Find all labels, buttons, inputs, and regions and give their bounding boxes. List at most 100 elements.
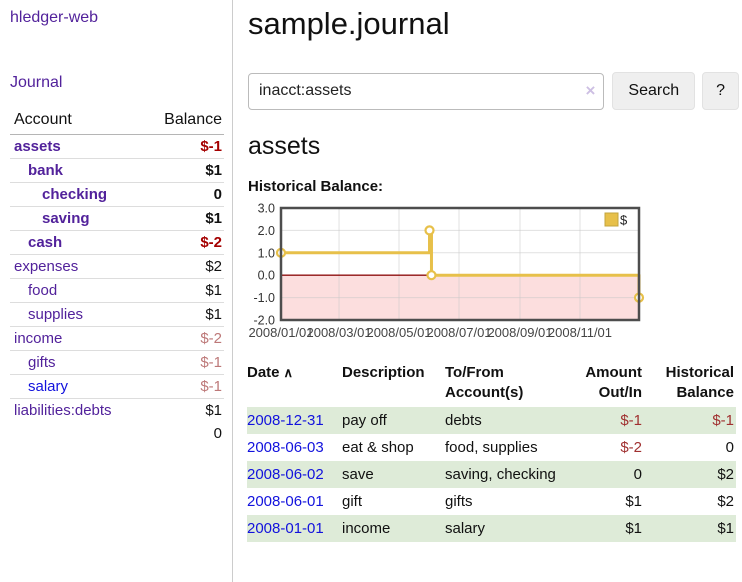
- transaction-description: pay off: [342, 407, 445, 434]
- account-row: liabilities:debts $1: [10, 398, 224, 422]
- account-row: gifts $-1: [10, 350, 224, 375]
- register-table: Date ∧ Description To/From Account(s) Amo…: [247, 361, 736, 542]
- register-row: 2008-06-02 save saving, checking 0 $2: [247, 461, 736, 488]
- account-link-liabilities-debts[interactable]: liabilities:debts: [14, 402, 112, 419]
- transaction-accounts: gifts: [445, 493, 473, 510]
- account-link-assets[interactable]: assets: [14, 138, 61, 155]
- transaction-description: eat & shop: [342, 439, 414, 456]
- account-row: bank $1: [10, 158, 224, 183]
- account-balance: $-1: [141, 350, 224, 375]
- account-row: checking 0: [10, 182, 224, 207]
- legend-swatch: [604, 212, 619, 227]
- transaction-amount: $1: [571, 515, 644, 542]
- account-link-saving[interactable]: saving: [42, 210, 90, 227]
- accounts-header-account: Account: [10, 108, 142, 135]
- transaction-accounts: debts: [445, 407, 571, 434]
- transaction-date-link[interactable]: 2008-06-02: [247, 466, 324, 483]
- sort-asc-icon: ∧: [283, 365, 294, 380]
- account-balance: $1: [141, 206, 224, 231]
- account-balance: $1: [141, 398, 224, 422]
- accounts-total-value: 0: [213, 425, 222, 442]
- account-row: expenses $2: [10, 254, 224, 279]
- account-row: food $1: [10, 278, 224, 303]
- account-balance: $1: [141, 302, 224, 327]
- register-row: 2008-06-03 eat & shop food, supplies $-2 0: [247, 434, 736, 461]
- register-row: 2008-06-01 gift gifts $1 $2: [247, 488, 736, 515]
- account-link-supplies[interactable]: supplies: [28, 306, 84, 323]
- transaction-accounts: salary: [445, 515, 571, 542]
- account-balance: $-2: [141, 326, 224, 351]
- account-link-income[interactable]: income: [14, 330, 63, 347]
- transaction-date-link[interactable]: 2008-06-03: [247, 439, 324, 456]
- transaction-accounts: food, supplies: [445, 439, 538, 456]
- account-balance: $1: [141, 158, 224, 183]
- clear-search-icon[interactable]: ×: [585, 80, 596, 100]
- transaction-amount: 0: [571, 461, 644, 488]
- account-link-bank[interactable]: bank: [28, 162, 64, 179]
- transaction-amount: $1: [625, 493, 642, 510]
- register-header-accounts: To/From Account(s): [445, 364, 524, 401]
- register-header-amount: Amount Out/In: [585, 364, 642, 401]
- transaction-balance: $2: [644, 461, 736, 488]
- sidebar: hledger-web Journal Account Balance asse…: [0, 0, 233, 582]
- account-link-food[interactable]: food: [28, 282, 58, 299]
- transaction-balance: $1: [644, 515, 736, 542]
- y-tick-label: -2.0: [253, 314, 275, 328]
- legend-label: $: [620, 213, 628, 228]
- transaction-balance: $-1: [644, 407, 736, 434]
- x-tick-label: 2008/01/01: [248, 325, 313, 340]
- account-row: assets $-1: [10, 135, 224, 159]
- transaction-date-link[interactable]: 2008-01-01: [247, 520, 324, 537]
- account-row: income $-2: [10, 326, 224, 351]
- data-point-marker: [426, 270, 437, 281]
- historical-balance-chart[interactable]: 3.0 2.0 1.0 0.0 -1.0 -2.02008/01/012008/03/01…: [247, 201, 707, 347]
- transaction-date-link[interactable]: 2008-12-31: [247, 412, 324, 429]
- accounts-table: Account Balance assets $-1 bank $1 checking 0…: [10, 108, 224, 445]
- transaction-amount: $-2: [620, 439, 642, 456]
- accounts-total-row: 0: [10, 422, 224, 445]
- x-tick-label: 2008/07/01: [426, 325, 491, 340]
- register-header-description: Description: [342, 364, 425, 381]
- account-link-cash[interactable]: cash: [28, 234, 63, 251]
- account-balance: $-1: [141, 374, 224, 399]
- transaction-date-link[interactable]: 2008-06-01: [247, 493, 324, 510]
- accounts-header-balance: Balance: [141, 108, 224, 135]
- account-link-expenses[interactable]: expenses: [14, 258, 79, 275]
- account-row: salary $-1: [10, 374, 224, 399]
- account-link-checking[interactable]: checking: [42, 186, 108, 203]
- transaction-description: gift: [342, 493, 363, 510]
- search-button[interactable]: Search: [612, 72, 696, 110]
- y-tick-label: -1.0: [253, 291, 275, 305]
- chart-label: Historical Balance:: [248, 178, 384, 195]
- register-row: 2008-01-01 income salary $1 $1: [247, 515, 736, 542]
- transaction-balance: $2: [717, 493, 734, 510]
- search-form: × Search ?: [248, 72, 739, 110]
- transaction-balance: 0: [725, 439, 734, 456]
- account-balance: $-1: [200, 138, 222, 155]
- x-tick-label: 2008/05/01: [366, 325, 431, 340]
- x-tick-label: 2008/09/01: [487, 325, 552, 340]
- account-link-gifts[interactable]: gifts: [28, 354, 56, 371]
- y-tick-label: 0.0: [258, 269, 275, 283]
- main-content: sample.journal × Search ? assets Histori…: [247, 0, 739, 542]
- page-title: sample.journal: [248, 6, 450, 41]
- account-balance: $2: [141, 254, 224, 279]
- y-tick-label: 1.0: [258, 246, 275, 260]
- account-link-salary[interactable]: salary: [28, 378, 69, 395]
- transaction-accounts: saving, checking: [445, 461, 571, 488]
- account-balance: 0: [141, 182, 224, 207]
- transaction-description: save: [342, 461, 445, 488]
- y-tick-label: 2.0: [258, 224, 275, 238]
- help-button[interactable]: ?: [702, 72, 739, 110]
- register-header-date[interactable]: Date ∧: [247, 364, 294, 381]
- transaction-amount: $-1: [571, 407, 644, 434]
- account-row: saving $1: [10, 206, 224, 231]
- plot-border: [279, 206, 641, 322]
- brand-link[interactable]: hledger-web: [10, 9, 99, 26]
- journal-link[interactable]: Journal: [10, 74, 63, 91]
- account-row: cash $-2: [10, 230, 224, 255]
- search-input[interactable]: [248, 72, 605, 110]
- account-heading: assets: [248, 132, 321, 160]
- account-balance: $1: [141, 278, 224, 303]
